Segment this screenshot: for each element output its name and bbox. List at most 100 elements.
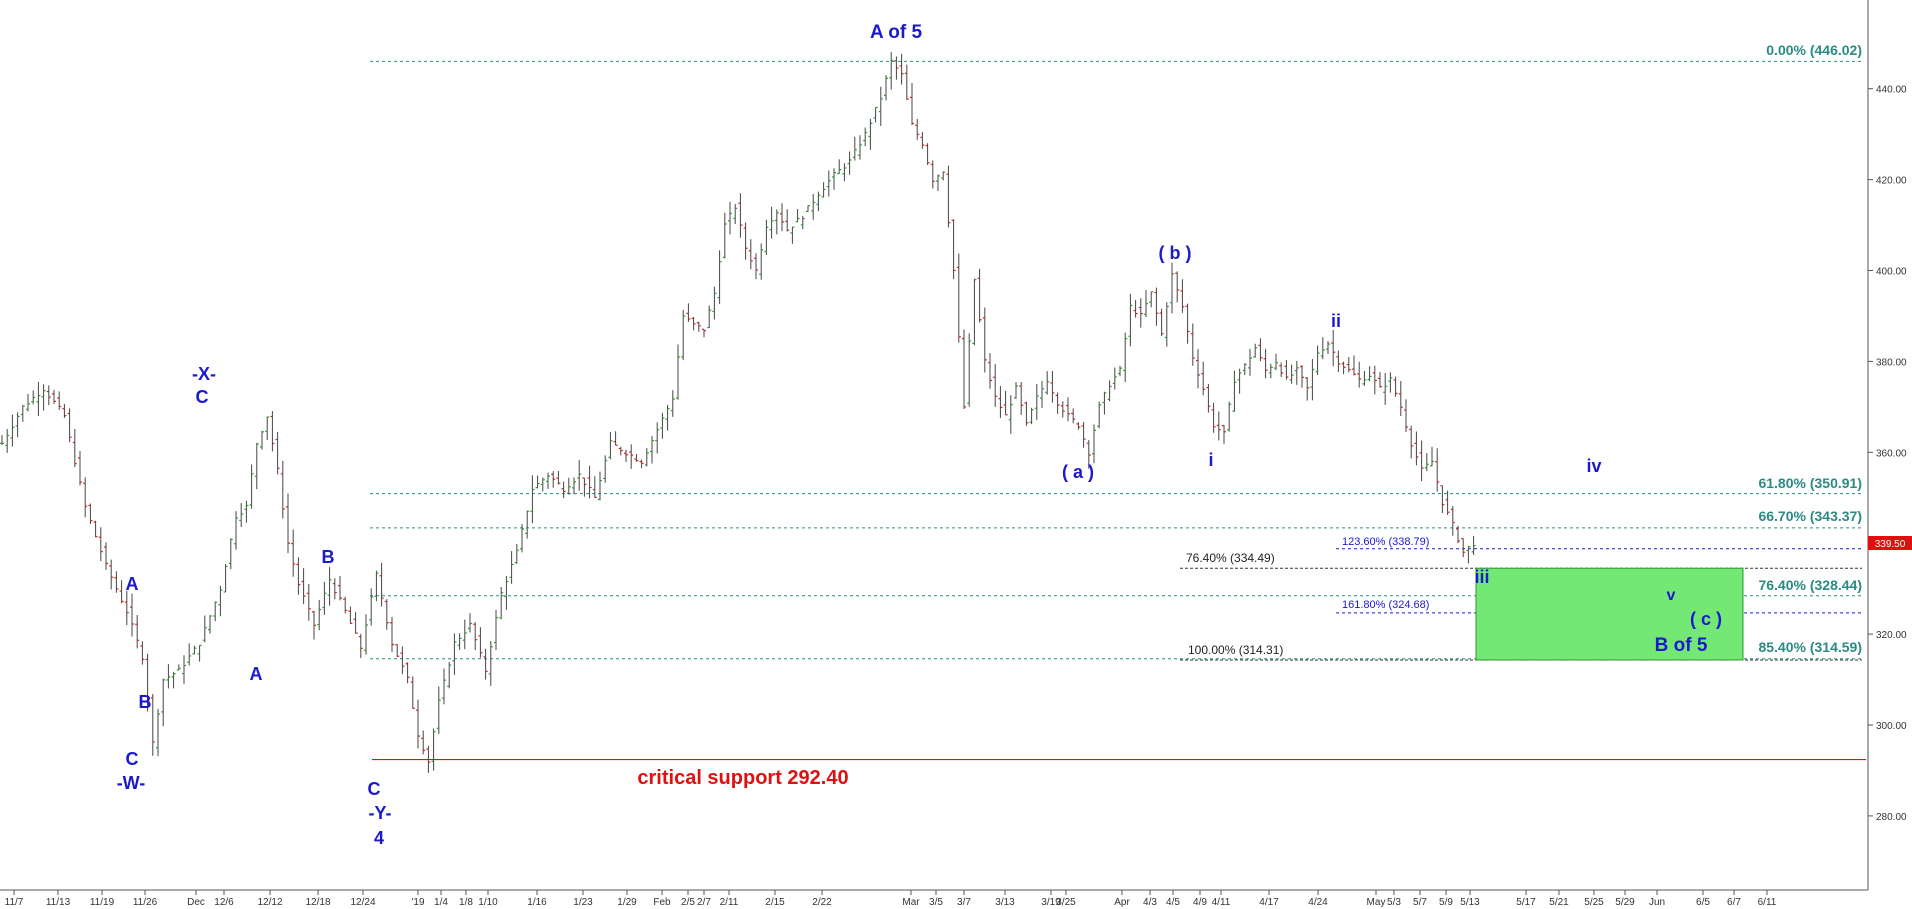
x-tick-label: '19	[411, 897, 424, 908]
price-bar	[1341, 361, 1346, 375]
price-bar	[795, 208, 800, 223]
last-price-tag-bg	[1868, 536, 1912, 550]
price-bar	[998, 385, 1003, 418]
price-bar	[239, 503, 244, 527]
x-tick-label: 3/13	[995, 897, 1015, 908]
price-axis: 280.00300.00320.00340.00360.00380.00400.…	[1868, 85, 1907, 823]
price-bar	[650, 436, 654, 464]
x-tick-label: Mar	[902, 897, 920, 908]
price-bar	[577, 460, 582, 491]
price-bar	[291, 529, 296, 577]
price-bar	[764, 219, 769, 255]
price-bar	[83, 477, 88, 518]
price-bar	[1206, 383, 1211, 413]
price-bar	[1060, 401, 1065, 418]
price-bar	[509, 551, 514, 584]
price-bar	[31, 390, 36, 405]
fibonacci-lines	[370, 60, 1862, 661]
x-tick-label: 5/29	[1615, 897, 1635, 908]
wave-label-a-dec: A	[250, 664, 263, 684]
target-zone-box	[1475, 567, 1744, 661]
wave-label-c-paren: ( c )	[1690, 609, 1722, 629]
price-bar	[904, 64, 909, 100]
price-bar	[1300, 365, 1304, 388]
price-bar	[1190, 323, 1195, 366]
x-tick-label: 4/24	[1308, 897, 1328, 908]
price-bar	[395, 644, 400, 658]
price-bar	[1331, 329, 1336, 367]
wave-label-c-x: C	[196, 387, 209, 407]
price-bar	[145, 653, 150, 712]
price-bar	[296, 557, 301, 595]
price-bar	[306, 584, 311, 621]
price-bar	[1029, 407, 1034, 425]
price-bar	[1414, 431, 1419, 466]
price-bar	[936, 174, 940, 192]
price-bar	[197, 644, 202, 662]
x-tick-label: 2/15	[765, 897, 785, 908]
wave-label-c-y: C	[368, 779, 381, 799]
wave-label-v: v	[1667, 587, 1676, 604]
wave-label-b-paren: ( b )	[1159, 243, 1192, 263]
price-bar	[119, 580, 124, 604]
price-bar	[1107, 380, 1112, 402]
x-tick-label: 5/21	[1549, 897, 1569, 908]
price-bar	[504, 576, 509, 610]
price-bar	[260, 430, 264, 450]
price-bar	[780, 203, 784, 232]
price-bar	[1055, 392, 1060, 415]
x-tick-label: 5/17	[1516, 897, 1536, 908]
price-bar	[1320, 337, 1325, 360]
x-tick-label: 1/8	[459, 897, 473, 908]
price-bar	[1424, 453, 1429, 472]
price-bar	[421, 730, 426, 755]
price-bar	[655, 422, 660, 454]
price-bar	[369, 588, 374, 626]
price-bar	[150, 693, 155, 756]
price-bar	[1289, 364, 1294, 384]
wave-label-b-of-5: B of 5	[1655, 635, 1708, 656]
price-bar	[1118, 365, 1122, 377]
price-bar	[10, 414, 15, 447]
x-tick-label: 6/7	[1727, 897, 1741, 908]
extension-label-1618: 161.80% (324.68)	[1342, 599, 1429, 611]
price-bar	[343, 596, 348, 614]
price-bar	[696, 321, 701, 332]
x-tick-label: 11/26	[133, 897, 158, 908]
price-bar	[951, 219, 956, 280]
x-tick-label: 4/9	[1193, 897, 1207, 908]
x-tick-label: 11/13	[46, 897, 71, 908]
price-bar	[1092, 424, 1096, 464]
price-bar	[551, 471, 556, 488]
x-tick-label: 12/12	[257, 897, 282, 908]
price-bar	[72, 429, 77, 468]
wave-label-a-left: A	[126, 574, 139, 594]
price-bar	[161, 678, 166, 727]
x-tick-label: 11/7	[5, 897, 24, 908]
price-bar	[826, 170, 831, 197]
price-bar	[540, 477, 545, 492]
price-bar	[1268, 363, 1273, 379]
price-bar	[644, 448, 649, 467]
wave-label-x: -X-	[192, 364, 216, 384]
price-bar	[98, 527, 103, 562]
price-bar	[603, 455, 608, 483]
price-bar	[171, 671, 176, 689]
x-tick-label: 6/11	[1758, 897, 1777, 908]
price-bar	[1362, 371, 1367, 386]
retracement-label-100: 100.00% (314.31)	[1188, 643, 1283, 657]
price-bar	[863, 127, 868, 147]
x-tick-label: 1/29	[617, 897, 637, 908]
price-bar	[811, 194, 816, 220]
wave-label-i: i	[1208, 450, 1213, 470]
x-tick-label: 4/5	[1166, 897, 1180, 908]
price-bar	[1430, 446, 1434, 467]
time-axis: 11/7 11/13 11/19 11/26 Dec 12/6 12/12 12/18 12/2…	[5, 890, 1777, 908]
price-bar	[1393, 376, 1398, 397]
price-bar	[67, 408, 72, 443]
x-tick-label: 2/7	[697, 897, 711, 908]
price-bar	[1258, 338, 1263, 362]
x-tick-label: May	[1367, 897, 1386, 908]
price-bar	[109, 559, 114, 590]
